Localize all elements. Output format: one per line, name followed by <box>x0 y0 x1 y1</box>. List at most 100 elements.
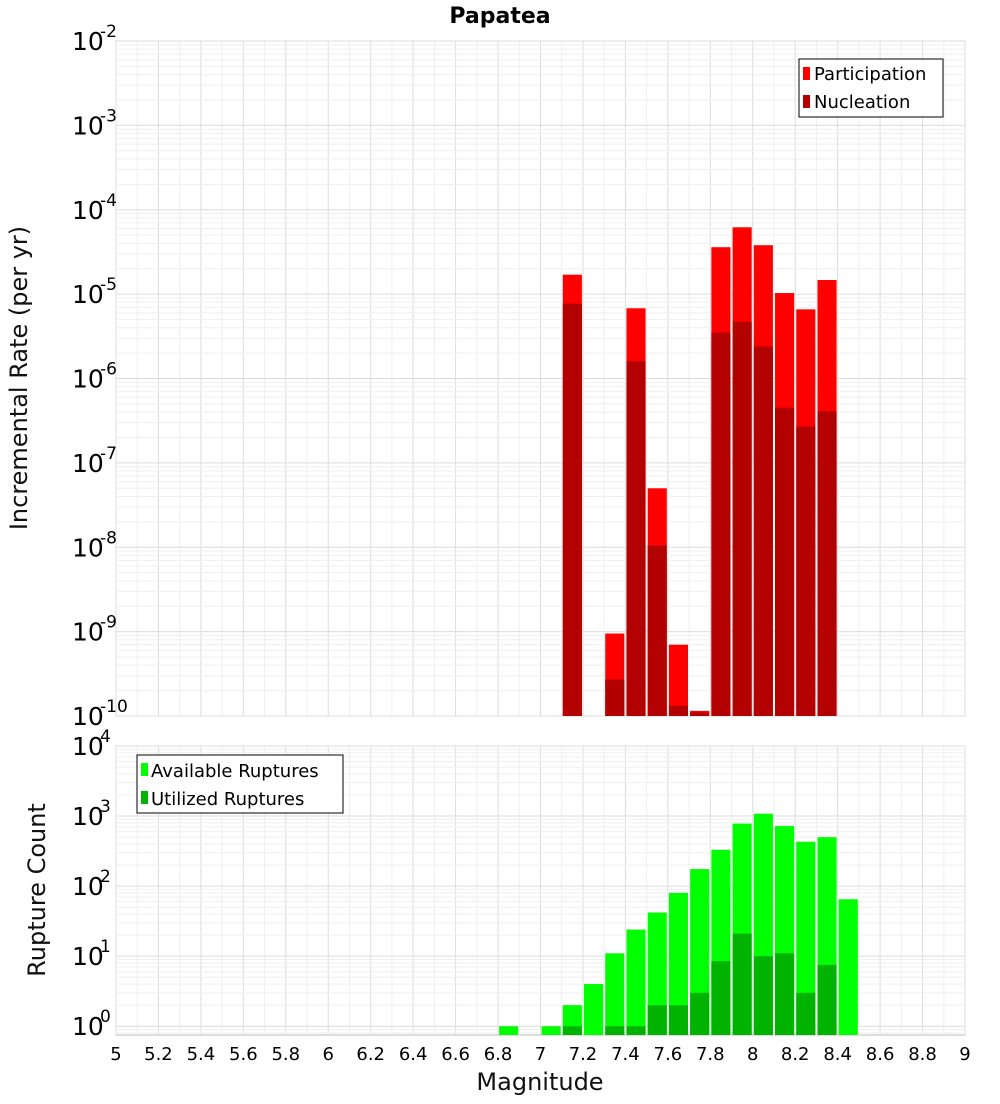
x-tick-label: 6 <box>323 1044 334 1065</box>
available-ruptures-legend-swatch <box>141 763 148 776</box>
utilized-ruptures-bar <box>668 1005 689 1035</box>
x-tick-label: 5.2 <box>144 1044 173 1065</box>
x-tick-label: 7.6 <box>654 1044 683 1065</box>
rate-y-axis-label: Incremental Rate (per yr) <box>5 226 33 530</box>
y-tick-exponent: 0 <box>100 1007 111 1027</box>
utilized-ruptures-bar <box>562 1026 582 1035</box>
y-tick-exponent: -7 <box>100 444 117 464</box>
utilized-ruptures-bar <box>753 956 773 1035</box>
y-tick-exponent: 2 <box>100 867 111 887</box>
available-ruptures-bar <box>647 912 667 1035</box>
participation-bar <box>668 644 689 716</box>
available-ruptures-bar <box>584 984 604 1035</box>
nucleation-bar <box>775 407 795 716</box>
y-tick-label: 10 <box>72 702 104 731</box>
y-tick-exponent: 1 <box>100 937 111 957</box>
rate-grid <box>115 40 966 717</box>
nucleation-bar <box>626 361 646 716</box>
x-tick-label: 8.8 <box>908 1044 937 1065</box>
x-tick-label: 6.2 <box>356 1044 385 1065</box>
participation-legend-label: Participation <box>814 64 926 85</box>
nucleation-bar <box>605 679 625 716</box>
y-tick-label: 10 <box>72 111 104 140</box>
nucleation-bar <box>690 712 710 716</box>
count-bars <box>499 813 858 1035</box>
available-ruptures-bar <box>541 1026 561 1035</box>
nucleation-bar <box>711 332 731 716</box>
y-tick-label: 10 <box>72 365 104 394</box>
available-ruptures-bar <box>626 929 646 1035</box>
x-tick-label: 6.4 <box>399 1044 428 1065</box>
nucleation-bar <box>562 303 582 716</box>
chart-title: Papatea <box>449 4 550 29</box>
x-tick-label: 8.2 <box>781 1044 810 1065</box>
x-tick-label: 7.4 <box>611 1044 640 1065</box>
utilized-ruptures-bar <box>732 933 752 1035</box>
y-tick-label: 10 <box>72 732 104 761</box>
x-tick-label: 5.6 <box>229 1044 258 1065</box>
available-ruptures-legend-label: Available Ruptures <box>151 761 319 782</box>
x-tick-label: 8.6 <box>866 1044 895 1065</box>
utilized-ruptures-bar <box>711 961 731 1035</box>
count-y-axis-label: Rupture Count <box>23 803 51 977</box>
y-tick-exponent: -8 <box>100 528 117 548</box>
rate-legend: Participation Nucleation <box>798 58 944 118</box>
available-ruptures-bar <box>605 953 625 1035</box>
x-axis-label: Magnitude <box>476 1068 603 1096</box>
utilized-ruptures-bar <box>690 992 710 1035</box>
rate-legend-box <box>798 58 944 118</box>
y-tick-label: 10 <box>72 1012 104 1041</box>
y-tick-exponent: -2 <box>100 22 117 42</box>
y-tick-exponent: 4 <box>100 727 111 747</box>
x-tick-label: 7 <box>535 1044 546 1065</box>
y-tick-label: 10 <box>72 196 104 225</box>
y-tick-label: 10 <box>72 27 104 56</box>
utilized-ruptures-bar <box>817 964 837 1035</box>
nucleation-bar <box>668 705 689 716</box>
available-ruptures-bar <box>796 841 816 1035</box>
y-tick-label: 10 <box>72 618 104 647</box>
x-tick-label: 8 <box>747 1044 758 1065</box>
nucleation-bar <box>796 426 816 716</box>
x-tick-labels: 5 5.2 5.4 5.6 5.8 6 6.2 6.4 6.6 6.8 7 7.2 7.4 7.6 7.8 8… <box>110 1044 970 1065</box>
x-tick-label: 9 <box>959 1044 970 1065</box>
nucleation-bar <box>732 321 752 716</box>
y-tick-label: 10 <box>72 449 104 478</box>
utilized-ruptures-bar <box>647 1005 667 1035</box>
available-ruptures-bar <box>838 899 858 1035</box>
y-tick-label: 10 <box>72 533 104 562</box>
y-tick-label: 10 <box>72 280 104 309</box>
x-tick-label: 6.6 <box>441 1044 470 1065</box>
y-tick-exponent: -4 <box>100 191 117 211</box>
x-tick-label: 7.8 <box>696 1044 725 1065</box>
nucleation-legend-label: Nucleation <box>814 92 910 113</box>
y-tick-label: 10 <box>72 872 104 901</box>
x-tick-label: 5.8 <box>271 1044 300 1065</box>
x-tick-label: 8.4 <box>823 1044 852 1065</box>
nucleation-bar <box>753 346 773 716</box>
nucleation-legend-swatch <box>803 95 810 108</box>
utilized-ruptures-bar <box>626 1026 646 1035</box>
utilized-ruptures-legend-label: Utilized Ruptures <box>151 789 304 810</box>
y-tick-exponent: -5 <box>100 275 117 295</box>
x-tick-label: 5.4 <box>187 1044 216 1065</box>
nucleation-bar <box>817 411 837 716</box>
utilized-ruptures-bar <box>775 953 795 1035</box>
utilized-ruptures-legend-swatch <box>141 791 148 804</box>
count-legend: Available Ruptures Utilized Ruptures <box>136 754 344 814</box>
rate-bars <box>562 227 837 717</box>
utilized-ruptures-bar <box>605 1026 625 1035</box>
y-tick-label: 10 <box>72 942 104 971</box>
y-tick-exponent: -9 <box>100 613 117 633</box>
available-ruptures-bar <box>499 1026 519 1035</box>
available-ruptures-bar <box>668 892 689 1035</box>
y-tick-exponent: 3 <box>100 797 111 817</box>
count-legend-box <box>136 754 344 814</box>
y-tick-exponent: -3 <box>100 106 117 126</box>
x-tick-label: 7.2 <box>569 1044 598 1065</box>
